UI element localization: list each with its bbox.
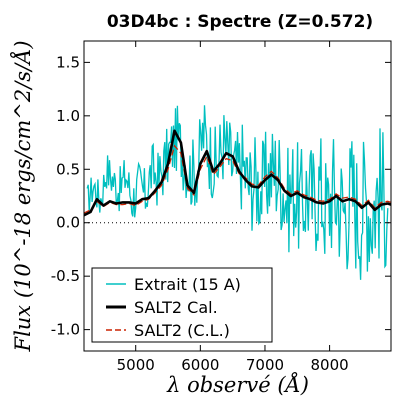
y-tick-label: 0.0 bbox=[56, 214, 80, 232]
axis-labels: λ observé (Å) Flux (10^-18 ergs/cm^2/s/Å… bbox=[10, 40, 309, 397]
series-salt2-cl-line bbox=[84, 144, 391, 214]
y-axis-label: Flux (10^-18 ergs/cm^2/s/Å) bbox=[10, 40, 35, 352]
legend-label-salt2-cl: SALT2 (C.L.) bbox=[134, 321, 230, 340]
y-tick-label: 1.5 bbox=[56, 53, 80, 71]
y-tick-label: -1.0 bbox=[51, 321, 80, 339]
y-tick-label: 0.5 bbox=[56, 160, 80, 178]
legend-label-salt2-cal: SALT2 Cal. bbox=[134, 298, 218, 317]
series-salt2-cal-line bbox=[84, 129, 391, 217]
x-tick-label: 8000 bbox=[311, 356, 349, 374]
chart-title: 03D4bc : Spectre (Z=0.572) bbox=[107, 12, 373, 32]
plot-area bbox=[83, 40, 392, 352]
legend-label-extrait: Extrait (15 A) bbox=[134, 275, 241, 294]
x-tick-label: 6000 bbox=[181, 356, 219, 374]
x-tick-label: 5000 bbox=[117, 356, 155, 374]
legend-box bbox=[91, 267, 273, 343]
x-tick-label: 7000 bbox=[246, 356, 284, 374]
axis-ticks: 5000 6000 7000 8000 -1.0 -0.5 0.0 0.5 1.0 1.5 bbox=[51, 41, 391, 374]
plot-frame bbox=[83, 40, 392, 352]
series-extrait-line bbox=[86, 105, 389, 280]
y-tick-label: 1.0 bbox=[56, 107, 80, 125]
legend: Extrait (15 A) SALT2 Cal. SALT2 (C.L.) bbox=[91, 267, 273, 343]
x-axis-label: λ observé (Å) bbox=[166, 372, 309, 397]
y-tick-label: -0.5 bbox=[51, 267, 80, 285]
